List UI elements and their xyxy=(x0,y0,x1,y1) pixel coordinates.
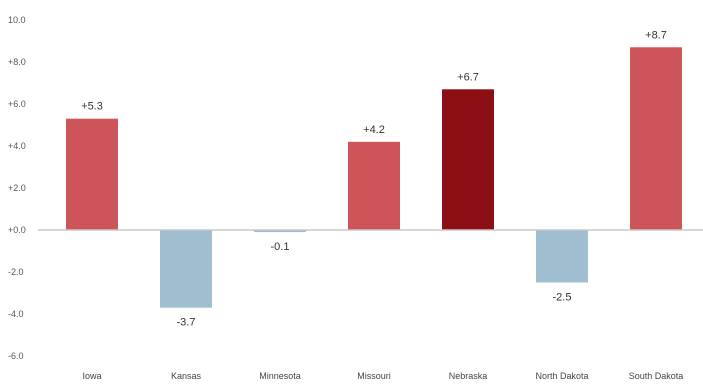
y-tick-label: +8.0 xyxy=(8,57,26,67)
data-labels: +5.3 -3.7 -0.1 +4.2 +6.7 -2.5 +8.7 xyxy=(81,29,667,328)
bar-nebraska xyxy=(442,89,494,230)
bar-iowa xyxy=(66,118,118,230)
bar-kansas xyxy=(160,230,212,308)
x-tick-label: Kansas xyxy=(171,371,202,381)
y-axis: 10.0 +8.0 +6.0 +4.0 +2.0 +0.0 -2.0 -4.0 -6.0 xyxy=(8,15,26,361)
y-tick-label: -4.0 xyxy=(8,309,24,319)
y-tick-label: +0.0 xyxy=(8,225,26,235)
y-tick-label: +2.0 xyxy=(8,183,26,193)
bar-north-dakota xyxy=(536,230,588,283)
x-tick-label: South Dakota xyxy=(629,371,684,381)
bar-missouri xyxy=(348,141,400,230)
bar-south-dakota xyxy=(630,47,682,230)
y-tick-label: -2.0 xyxy=(8,267,24,277)
x-tick-label: Minnesota xyxy=(259,371,301,381)
y-tick-label: +4.0 xyxy=(8,141,26,151)
x-tick-label: Nebraska xyxy=(449,371,488,381)
x-tick-label: North Dakota xyxy=(535,371,588,381)
data-label: +4.2 xyxy=(363,124,385,136)
bar-minnesota xyxy=(254,230,306,233)
data-label: +5.3 xyxy=(81,101,103,113)
y-tick-label: -6.0 xyxy=(8,351,24,361)
x-tick-label: Missouri xyxy=(357,371,391,381)
data-label: -0.1 xyxy=(271,241,290,253)
data-label: -3.7 xyxy=(177,317,196,329)
data-label: +6.7 xyxy=(457,71,479,83)
x-tick-label: Iowa xyxy=(82,371,101,381)
data-label: +8.7 xyxy=(645,29,667,41)
y-tick-label: 10.0 xyxy=(8,15,26,25)
data-label: -2.5 xyxy=(553,292,572,304)
y-tick-label: +6.0 xyxy=(8,99,26,109)
x-axis: Iowa Kansas Minnesota Missouri Nebraska North… xyxy=(82,371,683,381)
bar-series xyxy=(66,47,682,308)
